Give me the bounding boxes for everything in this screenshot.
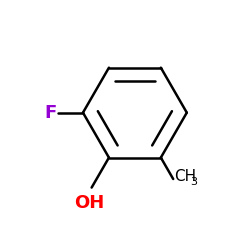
Text: CH: CH: [174, 169, 197, 184]
Text: F: F: [45, 104, 57, 122]
Text: 3: 3: [190, 177, 197, 187]
Text: OH: OH: [74, 194, 104, 212]
